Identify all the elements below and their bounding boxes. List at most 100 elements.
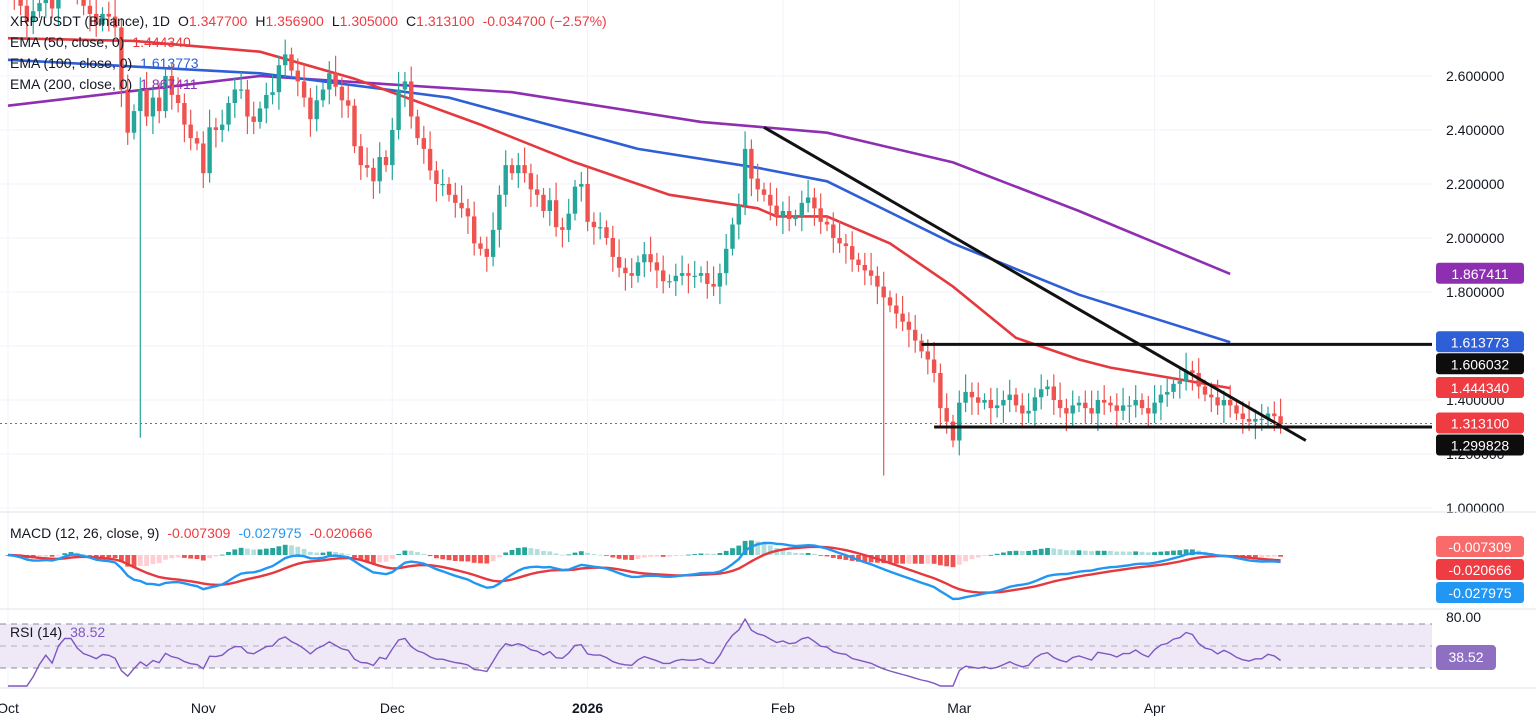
candle-body — [43, 0, 48, 4]
macd-bar — [786, 551, 792, 555]
macd-bar — [194, 555, 200, 559]
macd-bar — [560, 554, 565, 556]
macd-bar — [938, 555, 943, 566]
candle-body — [579, 184, 584, 187]
macd-bar — [660, 555, 666, 557]
candle-body — [988, 400, 993, 409]
price-axis[interactable]: 2.600000 2.400000 2.200000 2.000000 1.800000… — [1446, 68, 1505, 516]
macd-bar — [125, 555, 131, 567]
candle-body — [220, 124, 225, 130]
candle-body — [144, 89, 149, 117]
macd-bar — [868, 555, 874, 563]
macd-bar — [522, 547, 527, 555]
ema50-value: 1.444340 — [132, 34, 191, 50]
macd-bar — [358, 555, 364, 561]
macd-bar — [730, 548, 735, 555]
candle-body — [944, 408, 949, 422]
macd-bar — [1177, 550, 1183, 555]
macd-bar — [1145, 552, 1151, 555]
macd-bar — [131, 555, 137, 568]
candle-body — [887, 297, 893, 306]
rsi-value: 38.52 — [70, 624, 105, 640]
candle-body — [900, 313, 905, 322]
candle-body — [213, 127, 219, 130]
macd-bar — [919, 555, 924, 564]
macd-bar — [1076, 550, 1082, 555]
candle-body — [805, 197, 811, 203]
macd-pane[interactable]: MACD (12, 26, close, 9) -0.007309 -0.02797… — [5, 525, 1524, 603]
macd-bar — [1038, 548, 1044, 555]
close-value: 1.313100 — [416, 13, 475, 29]
macd-bar — [81, 554, 86, 555]
macd-bar — [837, 555, 842, 560]
candle-body — [711, 283, 716, 287]
candle-body — [742, 148, 748, 206]
candle-body — [1051, 386, 1056, 400]
candle-body — [119, 27, 124, 90]
macd-bar — [893, 555, 899, 564]
low-value: 1.305000 — [340, 13, 399, 29]
time-tick-label: Dec — [380, 700, 405, 716]
candle-body — [799, 202, 804, 217]
macd-bar — [308, 551, 313, 555]
macd-bar — [37, 555, 42, 558]
macd-bar — [982, 555, 987, 556]
candle-body — [270, 92, 275, 95]
candle-body — [717, 273, 723, 287]
macd-bar — [1101, 550, 1107, 555]
macd-bar — [641, 555, 647, 558]
candle-body — [598, 227, 603, 229]
macd-bar — [56, 555, 61, 556]
candle-body — [982, 400, 987, 403]
candle-body — [440, 184, 445, 186]
candle-body — [333, 73, 338, 87]
macd-bar — [767, 545, 773, 555]
candle-body — [591, 221, 597, 228]
grid-lines — [0, 0, 1432, 688]
candle-body — [837, 238, 842, 244]
time-axis[interactable]: Oct Nov Dec 2026 Feb Mar Apr — [0, 700, 1166, 716]
macd-bar — [623, 555, 628, 560]
macd-bar — [43, 555, 49, 557]
candle-body — [843, 243, 849, 247]
candle-body — [969, 391, 975, 398]
candle-body — [371, 167, 376, 182]
rsi-pane[interactable]: RSI (14) 38.52 80.00 38.52 — [0, 609, 1496, 687]
candle-body — [541, 194, 546, 211]
candle-body — [1221, 400, 1227, 406]
candle-body — [705, 273, 710, 284]
candle-body — [868, 270, 874, 276]
macd-bar — [1183, 549, 1189, 555]
candle-body — [1215, 397, 1220, 406]
macd-bar — [245, 548, 250, 555]
descending-trendline[interactable] — [763, 126, 1307, 442]
open-label: O — [178, 13, 189, 29]
macd-bar — [975, 555, 981, 558]
candle-body — [913, 329, 918, 341]
price-pane[interactable] — [0, 0, 1432, 512]
candle-body — [856, 259, 861, 265]
macd-bar — [629, 555, 635, 560]
candle-body — [1278, 416, 1283, 425]
macd-tag-bg — [1436, 582, 1524, 603]
macd-bar — [452, 555, 458, 561]
candle-body — [572, 186, 578, 214]
header-legend: XRP/USDT (Binance), 1D O1.347700 H1.356900… — [10, 13, 607, 92]
candle-body — [875, 275, 880, 287]
candle-body — [931, 359, 937, 373]
macd-bar — [578, 551, 584, 555]
macd-bar — [988, 554, 994, 556]
candle-body — [188, 124, 193, 139]
candle-body — [787, 211, 792, 220]
candle-body — [421, 138, 426, 149]
macd-bar — [1253, 555, 1258, 558]
high-value: 1.356900 — [265, 13, 324, 29]
candle-body — [169, 76, 174, 95]
candle-body — [553, 200, 559, 228]
macd-bar — [276, 546, 282, 555]
macd-bar — [137, 555, 143, 566]
candle-body — [194, 138, 200, 144]
candle-body — [774, 205, 779, 217]
macd-bar — [263, 548, 269, 555]
